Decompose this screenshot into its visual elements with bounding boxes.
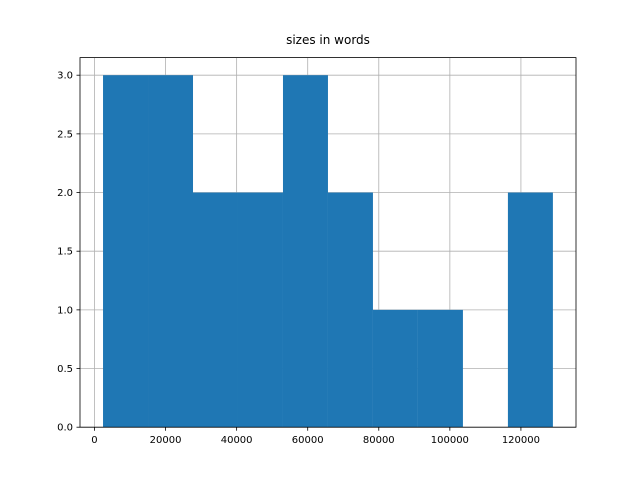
y-tick-label: 1.0 xyxy=(57,305,73,316)
y-tick-label: 3.0 xyxy=(57,71,73,82)
bar xyxy=(417,309,463,428)
x-tick-label: 60000 xyxy=(292,435,324,446)
bar xyxy=(327,192,373,428)
y-tick-label: 0.5 xyxy=(57,364,73,375)
x-tick-label: 80000 xyxy=(363,435,395,446)
bar xyxy=(103,75,149,428)
chart-title: sizes in words xyxy=(286,33,370,47)
x-tick-label: 100000 xyxy=(431,435,469,446)
bar xyxy=(372,309,418,428)
x-tick-label: 120000 xyxy=(502,435,540,446)
bars xyxy=(103,75,553,428)
axes: 0.0 0.5 1.0 1.5 2.0 2.5 3.0 0 20000 40000 60000 800… xyxy=(57,57,577,446)
x-tick-label: 0 xyxy=(91,435,97,446)
bar xyxy=(193,192,238,428)
y-tick-label: 0.0 xyxy=(57,423,73,434)
y-tick-label: 2.5 xyxy=(57,129,73,140)
y-tick-label: 1.5 xyxy=(57,247,73,258)
bar xyxy=(282,75,328,428)
axes-frame xyxy=(79,57,577,428)
x-tick-label: 40000 xyxy=(221,435,253,446)
y-tick-label: 2.0 xyxy=(57,188,73,199)
bar xyxy=(237,192,283,428)
bar xyxy=(507,192,553,428)
x-tick-label: 20000 xyxy=(150,435,182,446)
bar xyxy=(148,75,194,428)
